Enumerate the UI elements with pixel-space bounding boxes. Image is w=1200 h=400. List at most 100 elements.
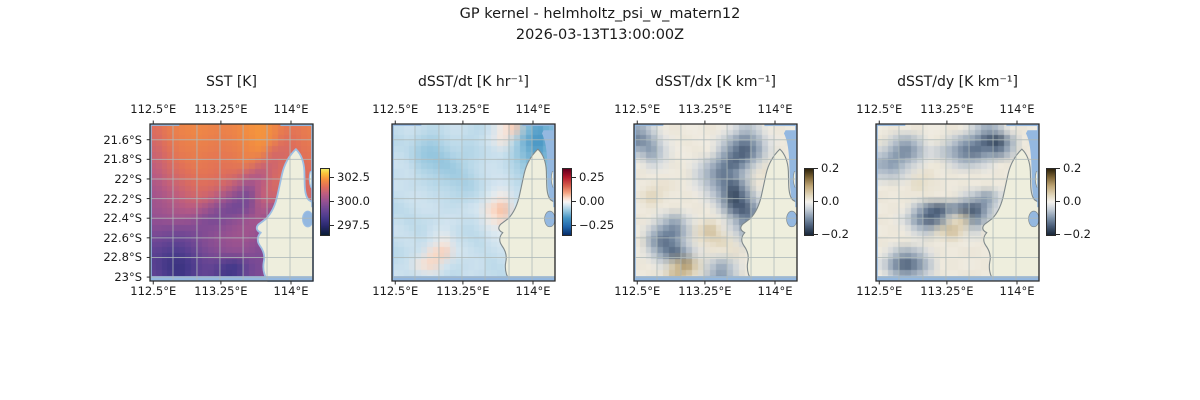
lon-tick-label: 112.5°E bbox=[614, 102, 661, 116]
land-coastline bbox=[983, 149, 1039, 281]
lon-axis-bottom: 112.5°E 113.25°E 114°E bbox=[856, 284, 1039, 299]
colorbar bbox=[1046, 168, 1056, 236]
colorbar-tick bbox=[814, 168, 818, 169]
gulf-water bbox=[541, 130, 555, 206]
lagoon-water bbox=[1029, 211, 1039, 227]
lon-tick-label: 114°E bbox=[273, 102, 309, 116]
colorbar-tick-label: 0.2 bbox=[1063, 161, 1082, 175]
lagoon-water bbox=[545, 211, 555, 227]
lon-tick-label: 114°E bbox=[515, 102, 551, 116]
lat-tick-label: 21.6°S bbox=[103, 132, 142, 147]
map-plot-area bbox=[150, 124, 313, 281]
gulf-water bbox=[1025, 130, 1039, 206]
gridlines bbox=[150, 124, 313, 281]
colorbar-tick-label: 297.5 bbox=[337, 217, 370, 232]
colorbar-tick-label: 302.5 bbox=[337, 170, 370, 185]
figure-subtitle: 2026-03-13T13:00:00Z bbox=[515, 27, 685, 43]
lon-tick-label: 113.25°E bbox=[194, 284, 248, 298]
lon-axis-bottom: 112.5°E 113.25°E 114°E bbox=[372, 284, 555, 299]
colorbar-tick bbox=[814, 234, 818, 235]
panel-title: dSST/dt [K hr⁻¹] bbox=[418, 74, 529, 90]
colorbar bbox=[320, 168, 330, 236]
lon-tick-label: 113.25°E bbox=[436, 102, 490, 116]
colorbar-tick-label: 0.25 bbox=[579, 170, 605, 185]
colorbar-tick-label: 0.0 bbox=[1063, 194, 1082, 208]
lon-tick-label: 114°E bbox=[999, 102, 1035, 116]
lon-axis-top: 112.5°E 113.25°E 114°E bbox=[856, 102, 1039, 117]
colorbar-tick bbox=[330, 224, 334, 226]
colorbar bbox=[804, 168, 814, 236]
colorbar-gradient bbox=[321, 169, 329, 235]
lon-axis-top: 112.5°E 113.25°E 114°E bbox=[372, 102, 555, 117]
axes-frame bbox=[392, 124, 555, 281]
lon-axis-bottom: 112.5°E 113.25°E 114°E bbox=[614, 284, 797, 299]
figure-title: GP kernel - helmholtz_psi_w_matern12 bbox=[459, 6, 741, 22]
lon-tick-label: 112.5°E bbox=[372, 102, 419, 116]
lon-tick-label: 112.5°E bbox=[130, 284, 177, 298]
lon-axis-bottom: 112.5°E 113.25°E 114°E bbox=[130, 284, 313, 299]
colorbar-tick-label: 0.00 bbox=[579, 194, 605, 208]
lon-tick-label: 114°E bbox=[999, 284, 1035, 298]
colorbar-tick-label: 0.2 bbox=[821, 161, 840, 175]
lat-tick-label: 23°S bbox=[114, 270, 142, 285]
lon-tick-label: 112.5°E bbox=[372, 284, 419, 298]
colorbar-tick bbox=[330, 201, 334, 202]
colorbar-tick bbox=[572, 224, 576, 226]
land-coastline bbox=[257, 149, 313, 281]
lat-tick-label: 21.8°S bbox=[103, 152, 142, 167]
axes-frame bbox=[876, 124, 1039, 281]
no-data-edge-strips bbox=[876, 124, 1039, 281]
panel-title: dSST/dy [K km⁻¹] bbox=[897, 74, 1018, 90]
colorbar-tick bbox=[330, 177, 334, 179]
axes-frame bbox=[634, 124, 797, 281]
map-plot-area bbox=[876, 124, 1039, 281]
lat-tick-label: 22°S bbox=[114, 171, 142, 186]
lon-tick-label: 112.5°E bbox=[614, 284, 661, 298]
colorbar-tick-label: −0.2 bbox=[821, 227, 849, 241]
land-coastline bbox=[741, 149, 797, 281]
colorbar-tick bbox=[572, 201, 576, 202]
colorbar-gradient bbox=[563, 169, 571, 235]
colorbar-tick bbox=[814, 201, 818, 202]
lon-tick-label: 112.5°E bbox=[130, 102, 177, 116]
no-data-edge-strips bbox=[150, 124, 313, 281]
lon-tick-label: 113.25°E bbox=[920, 284, 974, 298]
colorbar-tick bbox=[1056, 168, 1060, 169]
colorbar-tick-label: −0.2 bbox=[1063, 227, 1091, 241]
colorbar-tick bbox=[1056, 234, 1060, 235]
lon-axis-top: 112.5°E 113.25°E 114°E bbox=[130, 102, 313, 117]
land-coastline bbox=[499, 149, 555, 281]
panel-title: SST [K] bbox=[206, 74, 257, 90]
lagoon-water bbox=[303, 211, 313, 227]
map-panel-1: SST [K] 112.5°E 113.25°E 114°E 112.5°E 113.… bbox=[130, 0, 390, 400]
no-data-edge-strips bbox=[634, 124, 797, 281]
lon-tick-label: 112.5°E bbox=[856, 102, 903, 116]
lat-tick-label: 22.2°S bbox=[103, 191, 142, 206]
lon-tick-label: 114°E bbox=[273, 284, 309, 298]
lon-axis-top: 112.5°E 113.25°E 114°E bbox=[614, 102, 797, 117]
colorbar-tick-label: 300.0 bbox=[337, 194, 370, 208]
lon-tick-label: 113.25°E bbox=[194, 102, 248, 116]
colorbar-tick bbox=[1056, 201, 1060, 202]
lat-tick-label: 22.8°S bbox=[103, 250, 142, 265]
lon-tick-label: 113.25°E bbox=[678, 102, 732, 116]
axes-frame bbox=[150, 124, 313, 281]
lon-tick-label: 112.5°E bbox=[856, 284, 903, 298]
gulf-water bbox=[783, 130, 797, 206]
map-panel-2: dSST/dt [K hr⁻¹] 112.5°E 113.25°E 114°E 11… bbox=[372, 0, 632, 400]
colorbar-tick-label: 0.0 bbox=[821, 194, 840, 208]
lat-tick-label: 22.4°S bbox=[103, 211, 142, 226]
gridlines bbox=[876, 124, 1039, 281]
map-plot-area bbox=[392, 124, 555, 281]
map-panel-3: dSST/dx [K km⁻¹] 112.5°E 113.25°E 114°E 11… bbox=[614, 0, 874, 400]
colorbar bbox=[562, 168, 572, 236]
lon-tick-label: 114°E bbox=[757, 284, 793, 298]
map-plot-area bbox=[634, 124, 797, 281]
lon-tick-label: 113.25°E bbox=[678, 284, 732, 298]
colorbar-gradient bbox=[805, 169, 813, 235]
lat-tick-label: 22.6°S bbox=[103, 230, 142, 245]
panel-title: dSST/dx [K km⁻¹] bbox=[655, 74, 776, 90]
gridlines bbox=[392, 124, 555, 281]
no-data-edge-strips bbox=[392, 124, 555, 281]
